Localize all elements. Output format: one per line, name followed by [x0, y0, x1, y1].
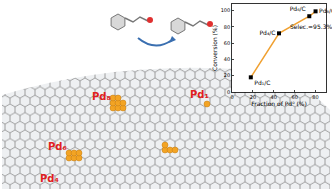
svg-text:40: 40 — [224, 56, 230, 62]
svg-text:Pd₈: Pd₈ — [92, 91, 111, 102]
svg-text:0: 0 — [230, 94, 233, 100]
svg-text:0: 0 — [227, 89, 230, 95]
svg-text:20: 20 — [224, 72, 230, 78]
svg-text:20: 20 — [250, 94, 256, 100]
svg-text:Fraction of Pd⁰ (%): Fraction of Pd⁰ (%) — [251, 100, 307, 107]
svg-text:Pd₆: Pd₆ — [48, 141, 67, 152]
svg-text:Pd₄: Pd₄ — [40, 173, 59, 184]
svg-text:Conversion (%): Conversion (%) — [211, 25, 218, 71]
svg-text:Pd₈/C: Pd₈/C — [319, 7, 332, 14]
svg-text:Pd₄/C: Pd₄/C — [259, 29, 275, 36]
svg-text:Selec.=95.3%: Selec.=95.3% — [290, 23, 332, 30]
svg-text:Pd₆/C: Pd₆/C — [290, 5, 306, 12]
svg-text:40: 40 — [271, 94, 277, 100]
svg-text:80: 80 — [224, 24, 230, 30]
svg-text:60: 60 — [224, 40, 230, 46]
svg-text:Pd₁/C: Pd₁/C — [254, 79, 270, 86]
svg-text:60: 60 — [291, 94, 297, 100]
svg-text:100: 100 — [221, 7, 231, 13]
svg-text:80: 80 — [312, 94, 318, 100]
svg-text:Pd₁: Pd₁ — [190, 89, 209, 100]
